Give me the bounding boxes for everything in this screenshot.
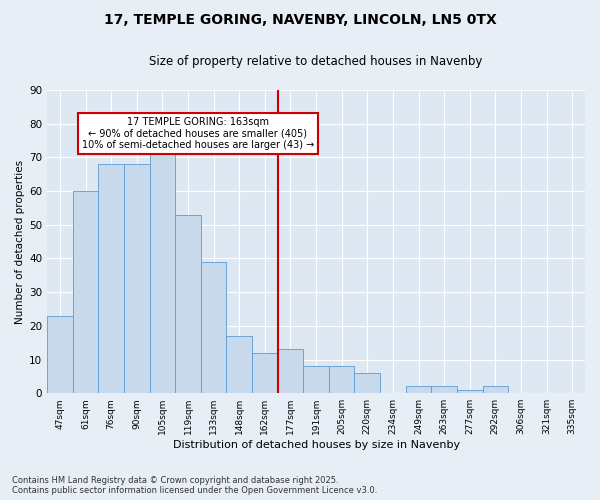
Bar [355, 373, 380, 393]
Bar [175, 214, 201, 393]
Bar [329, 366, 355, 393]
Text: Contains HM Land Registry data © Crown copyright and database right 2025.
Contai: Contains HM Land Registry data © Crown c… [12, 476, 377, 495]
Bar [226, 336, 252, 393]
Bar [431, 386, 457, 393]
Bar [482, 386, 508, 393]
Bar [98, 164, 124, 393]
Bar [149, 137, 175, 393]
Bar [303, 366, 329, 393]
Bar [252, 353, 278, 393]
Y-axis label: Number of detached properties: Number of detached properties [15, 160, 25, 324]
Title: Size of property relative to detached houses in Navenby: Size of property relative to detached ho… [149, 55, 483, 68]
Bar [124, 164, 149, 393]
Bar [278, 350, 303, 393]
Bar [406, 386, 431, 393]
Bar [457, 390, 482, 393]
Bar [73, 191, 98, 393]
X-axis label: Distribution of detached houses by size in Navenby: Distribution of detached houses by size … [173, 440, 460, 450]
Bar [201, 262, 226, 393]
Text: 17, TEMPLE GORING, NAVENBY, LINCOLN, LN5 0TX: 17, TEMPLE GORING, NAVENBY, LINCOLN, LN5… [104, 12, 496, 26]
Text: 17 TEMPLE GORING: 163sqm
← 90% of detached houses are smaller (405)
10% of semi-: 17 TEMPLE GORING: 163sqm ← 90% of detach… [82, 118, 314, 150]
Bar [47, 316, 73, 393]
